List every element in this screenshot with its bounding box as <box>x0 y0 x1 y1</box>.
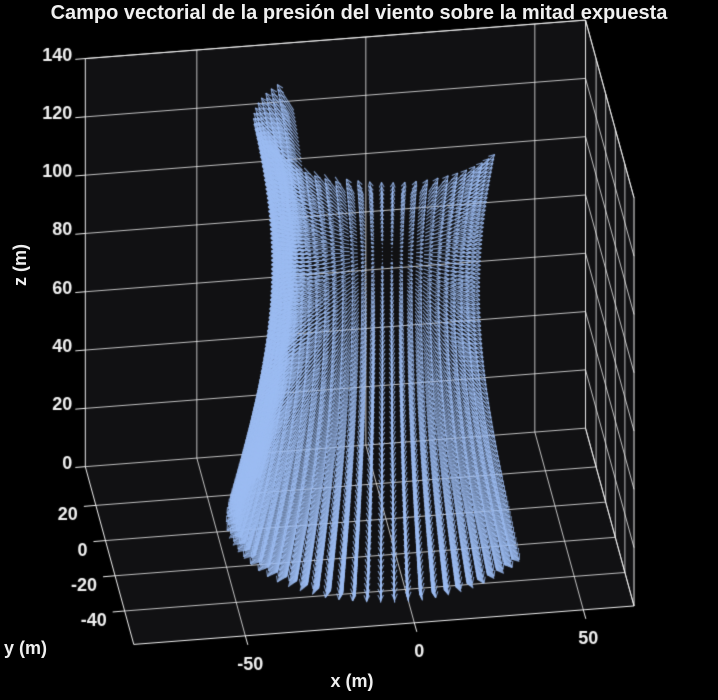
chart-title: Campo vectorial de la presión del viento… <box>50 2 668 24</box>
x-axis-label: x (m) <box>330 671 374 691</box>
z-axis-label: z (m) <box>10 244 30 286</box>
y-axis-label: y (m) <box>4 638 48 658</box>
